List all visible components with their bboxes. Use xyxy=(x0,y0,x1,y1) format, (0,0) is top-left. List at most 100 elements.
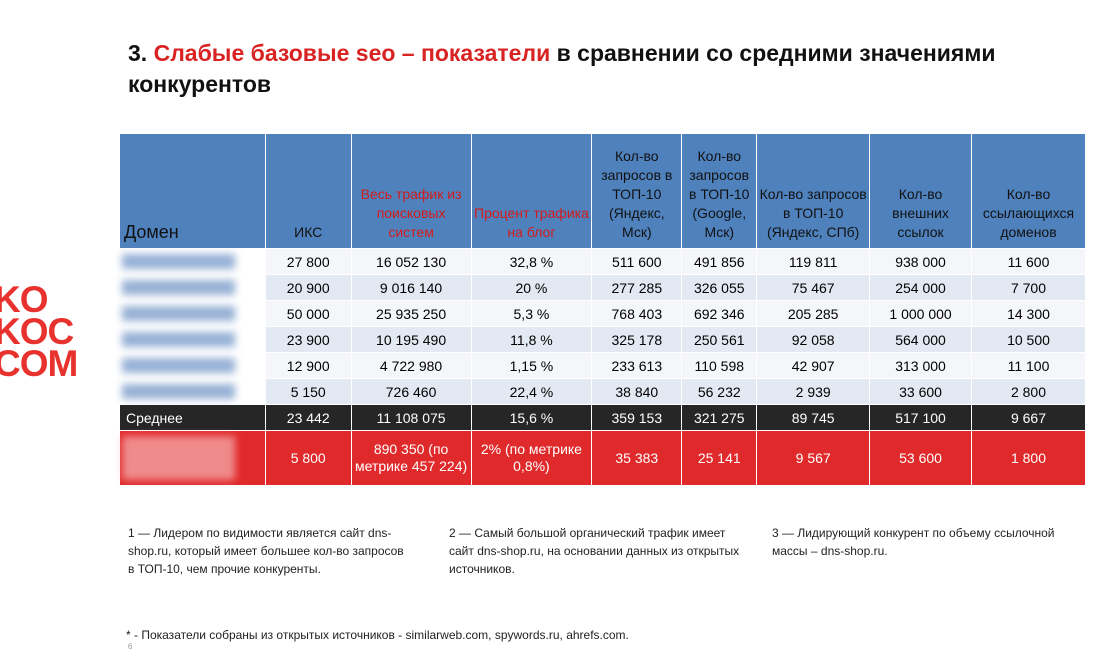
blurred-domain xyxy=(122,384,235,399)
domain-cell xyxy=(119,352,266,379)
cell: 20 % xyxy=(470,274,593,301)
blurred-domain xyxy=(122,358,235,373)
cell: 11,8 % xyxy=(470,326,593,353)
cell: 27 800 xyxy=(264,248,352,275)
cell: 9 016 140 xyxy=(350,274,472,301)
cell: 22,4 % xyxy=(470,378,593,405)
title-rest: в сравнении со средними значениями конку… xyxy=(128,40,996,97)
cell: 491 856 xyxy=(681,248,758,275)
cell: 11 108 075 xyxy=(350,404,472,431)
blurred-domain xyxy=(122,332,235,347)
cell: 564 000 xyxy=(869,326,972,353)
cell: 16 052 130 xyxy=(350,248,472,275)
cell: 313 000 xyxy=(869,352,972,379)
cell: 1 000 000 xyxy=(869,300,972,327)
cell: 56 232 xyxy=(681,378,758,405)
cell: 35 383 xyxy=(591,430,683,486)
cell: 5 150 xyxy=(264,378,352,405)
domain-cell xyxy=(119,378,266,405)
cell: 25 141 xyxy=(681,430,758,486)
title-number: 3. xyxy=(128,40,148,66)
cell: 890 350 (по метрике 457 224) xyxy=(350,430,472,486)
cell: 1 800 xyxy=(970,430,1087,486)
cell: 326 055 xyxy=(681,274,758,301)
row-label: Среднее xyxy=(119,404,266,431)
title-highlight: Слабые базовые seo – показатели xyxy=(153,40,551,66)
cell: 92 058 xyxy=(756,326,871,353)
cell: 7 700 xyxy=(970,274,1087,301)
cell: 75 467 xyxy=(756,274,871,301)
sources-note: * - Показатели собраны из открытых источ… xyxy=(126,628,629,642)
cell: 10 500 xyxy=(970,326,1087,353)
cell: 5,3 % xyxy=(470,300,593,327)
cell: 11 100 xyxy=(970,352,1087,379)
cell: 233 613 xyxy=(591,352,683,379)
logo: KO KOC COM xyxy=(0,279,78,384)
cell: 12 900 xyxy=(264,352,352,379)
logo-line: COM xyxy=(0,343,78,384)
cell: 2 800 xyxy=(970,378,1087,405)
table-body: 27 800 16 052 130 32,8 % 511 600 491 856 119 … xyxy=(119,248,1087,486)
column-header: Кол-во запросов в ТОП-10 (Яндекс, Мск) xyxy=(591,133,683,249)
cell: 110 598 xyxy=(681,352,758,379)
header-row: Домен ИКС Весь трафик из поисковых систем П… xyxy=(119,133,1087,249)
cell: 359 153 xyxy=(591,404,683,431)
cell: 14 300 xyxy=(970,300,1087,327)
data-row: 23 900 10 195 490 11,8 % 325 178 250 561 92 0… xyxy=(119,326,1087,353)
cell: 2% (по метрике 0,8%) xyxy=(470,430,593,486)
comparison-table: Домен ИКС Весь трафик из поисковых систем П… xyxy=(119,133,1087,486)
cell: 42 907 xyxy=(756,352,871,379)
cell: 9 567 xyxy=(756,430,871,486)
data-row: 50 000 25 935 250 5,3 % 768 403 692 346 205 2… xyxy=(119,300,1087,327)
cell: 50 000 xyxy=(264,300,352,327)
cell: 254 000 xyxy=(869,274,972,301)
logo-line: KOC xyxy=(0,311,74,352)
data-row: 12 900 4 722 980 1,15 % 233 613 110 598 42 90… xyxy=(119,352,1087,379)
cell: 10 195 490 xyxy=(350,326,472,353)
logo-line: KO xyxy=(0,279,49,320)
title: 3. Слабые базовые seo – показатели в сра… xyxy=(128,38,1028,100)
cell: 726 460 xyxy=(350,378,472,405)
cell: 25 935 250 xyxy=(350,300,472,327)
own-row: 5 800 890 350 (по метрике 457 224) 2% (по … xyxy=(119,430,1087,486)
column-header: Процент трафика на блог xyxy=(470,133,593,249)
cell: 4 722 980 xyxy=(350,352,472,379)
cell: 205 285 xyxy=(756,300,871,327)
cell: 692 346 xyxy=(681,300,758,327)
column-header: ИКС xyxy=(264,133,352,249)
cell: 32,8 % xyxy=(470,248,593,275)
cell: 38 840 xyxy=(591,378,683,405)
cell: 511 600 xyxy=(591,248,683,275)
cell: 2 939 xyxy=(756,378,871,405)
domain-cell xyxy=(119,248,266,275)
average-row: Среднее 23 442 11 108 075 15,6 % 359 153 321 … xyxy=(119,404,1087,431)
cell: 15,6 % xyxy=(470,404,593,431)
cell: 23 442 xyxy=(264,404,352,431)
cell: 5 800 xyxy=(264,430,352,486)
cell: 23 900 xyxy=(264,326,352,353)
data-row: 5 150 726 460 22,4 % 38 840 56 232 2 939 33 60… xyxy=(119,378,1087,405)
domain-cell xyxy=(119,274,266,301)
cell: 33 600 xyxy=(869,378,972,405)
page-number: 6 xyxy=(128,642,133,651)
cell: 89 745 xyxy=(756,404,871,431)
blurred-domain xyxy=(122,280,235,295)
footnote: 3 — Лидирующий конкурент по объему ссыло… xyxy=(772,526,1055,558)
footnote: 1 — Лидером по видимости является сайт d… xyxy=(128,526,404,576)
cell: 119 811 xyxy=(756,248,871,275)
footnote: 2 — Самый большой органический трафик им… xyxy=(449,526,740,576)
cell: 20 900 xyxy=(264,274,352,301)
column-header: Весь трафик из поисковых систем xyxy=(350,133,472,249)
cell: 9 667 xyxy=(970,404,1087,431)
cell: 277 285 xyxy=(591,274,683,301)
cell: 11 600 xyxy=(970,248,1087,275)
blurred-domain xyxy=(122,306,235,321)
cell: 325 178 xyxy=(591,326,683,353)
cell: 53 600 xyxy=(869,430,972,486)
domain-cell xyxy=(119,430,266,486)
cell: 321 275 xyxy=(681,404,758,431)
blurred-domain xyxy=(122,254,235,269)
column-header: Кол-во запросов в ТОП-10 (Google, Мск) xyxy=(681,133,758,249)
domain-cell xyxy=(119,300,266,327)
